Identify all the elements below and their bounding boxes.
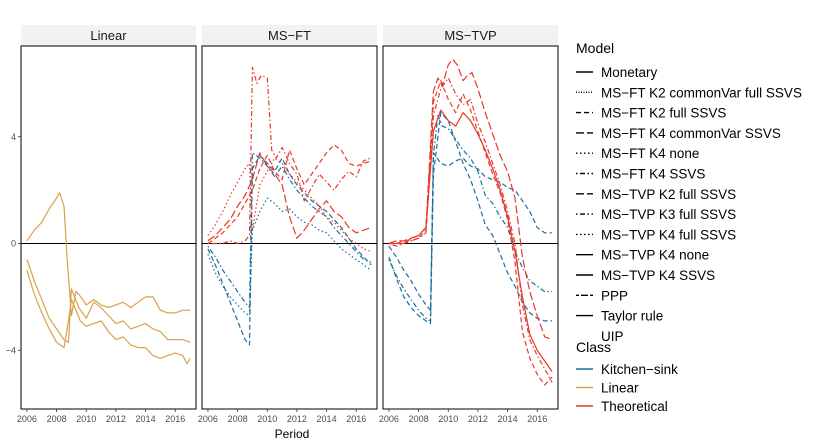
x-tick-label: 2012 [468,414,488,424]
legend-model-label: MS−TVP K4 full SSVS [601,227,736,242]
panel-strip [21,25,196,46]
x-tick-label: 2006 [17,414,37,424]
x-tick-label: 2006 [379,414,399,424]
series-line [388,114,553,322]
legend-model-label: MS−FT K4 none [601,146,699,161]
x-tick-label: 2014 [317,414,337,424]
series-line [207,152,372,242]
series-line [26,192,191,317]
x-tick-label: 2006 [198,414,218,424]
y-tick-label: 0 [11,239,16,249]
panel-title: Linear [90,28,127,43]
legend-model-label: MS−FT K4 commonVar SSVS [601,126,781,141]
legend-class-label: Kitchen−sink [601,362,678,377]
panel-title: MS−FT [268,28,311,43]
panel-title: MS−TVP [444,28,496,43]
series-line [207,154,372,346]
series-line [207,144,372,244]
x-tick-label: 2008 [228,414,248,424]
x-tick-label: 2016 [527,414,547,424]
panel-border [201,45,378,410]
x-tick-label: 2010 [257,414,277,424]
x-tick-label: 2016 [346,414,366,424]
legend-model-label: MS−TVP K4 SSVS [601,268,715,283]
series-line [207,157,372,253]
legend-model-label: UIP [601,329,624,344]
x-tick-label: 2016 [165,414,185,424]
series-line [388,77,553,383]
x-tick-label: 2010 [438,414,458,424]
legend-model-label: MS−TVP K4 none [601,248,709,263]
series-line [388,152,553,311]
panel-border [382,45,559,410]
legend-model-label: MS−FT K2 full SSVS [601,106,726,121]
legend-model-label: Taylor rule [601,309,663,324]
legend-model-label: MS−FT K2 commonVar full SSVS [601,85,802,100]
series-line [388,112,553,325]
legend-model-label: MS−TVP K2 full SSVS [601,187,736,202]
x-tick-label: 2014 [498,414,518,424]
legend-model-title: Model [576,40,614,56]
legend-class-title: Class [576,339,611,355]
series-line [388,80,553,386]
legend-class-label: Linear [601,381,639,396]
series-line [207,66,372,245]
x-tick-label: 2012 [106,414,126,424]
y-tick-label: 4 [11,132,16,142]
y-tick-label: −4 [6,345,16,355]
series-line [207,197,372,317]
series-line [388,58,553,341]
x-axis-label: Period [275,427,310,441]
series-line [388,109,553,372]
panel-strip [383,25,558,46]
panel-strip [202,25,377,46]
series-line [26,259,191,343]
legend-model-label: MS−FT K4 SSVS [601,167,705,182]
x-tick-label: 2014 [136,414,156,424]
x-tick-label: 2010 [76,414,96,424]
x-tick-label: 2008 [47,414,67,424]
panel-border [20,45,197,410]
legend-model-label: PPP [601,288,628,303]
legend-model-label: MS−TVP K3 full SSVS [601,207,736,222]
panels-layer: Linear 2006 2008 2010 2012 2014 2016 −4 0 4 MS−FT 2… [6,25,559,424]
x-tick-label: 2012 [287,414,307,424]
x-tick-label: 2008 [409,414,429,424]
series-line [207,152,372,309]
legend: Model Monetary MS−FT K2 commonVar full SSV… [576,40,802,414]
legend-model-label: Monetary [601,65,658,80]
legend-class-label: Theoretical [601,399,668,414]
series-line [26,270,191,365]
